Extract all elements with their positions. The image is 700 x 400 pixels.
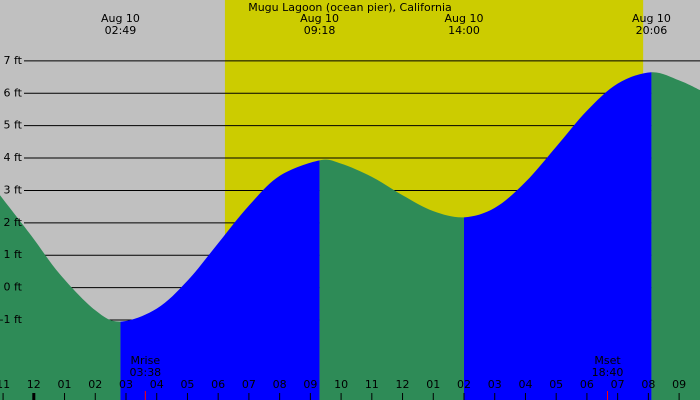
tide-area [120, 160, 320, 400]
x-tick-label: 01 [426, 378, 440, 391]
x-tick-label: 03 [488, 378, 502, 391]
x-tick-label: 09 [303, 378, 317, 391]
x-tick-label: 10 [334, 378, 348, 391]
x-tick-label: 03 [119, 378, 133, 391]
extreme-time: 09:18 [304, 24, 336, 37]
y-tick-label: 7 ft [4, 54, 23, 67]
extreme-time: 20:06 [636, 24, 668, 37]
extreme-time: 02:49 [105, 24, 137, 37]
x-tick-label: 04 [518, 378, 532, 391]
extreme-date: Aug 10 [101, 12, 140, 25]
extreme-date: Aug 10 [445, 12, 484, 25]
x-tick-label: 09 [672, 378, 686, 391]
y-tick-label: 5 ft [4, 119, 23, 132]
y-tick-label: -1 ft [0, 313, 23, 326]
tide-area [651, 72, 700, 400]
x-tick-label: 08 [641, 378, 655, 391]
x-tick-label: 11 [365, 378, 379, 391]
x-tick-label: 04 [150, 378, 164, 391]
moon-time: 03:38 [129, 366, 161, 379]
extreme-date: Aug 10 [300, 12, 339, 25]
chart-title: Mugu Lagoon (ocean pier), California [248, 1, 452, 14]
extreme-date: Aug 10 [632, 12, 671, 25]
moon-label: Mrise [131, 354, 161, 367]
x-tick-label: 07 [611, 378, 625, 391]
y-tick-label: 4 ft [4, 151, 23, 164]
y-tick-label: 0 ft [4, 281, 23, 294]
x-tick-label: 06 [211, 378, 225, 391]
x-tick-label: 05 [549, 378, 563, 391]
x-tick-label: 11 [0, 378, 10, 391]
moon-time: 18:40 [592, 366, 624, 379]
moon-label: Mset [594, 354, 621, 367]
y-tick-label: 6 ft [4, 86, 23, 99]
extreme-time: 14:00 [448, 24, 480, 37]
x-tick-label: 01 [58, 378, 72, 391]
y-tick-label: 1 ft [4, 248, 23, 261]
tide-area [464, 72, 652, 400]
tide-area [319, 159, 465, 400]
x-tick-label: 06 [580, 378, 594, 391]
x-tick-label: 08 [273, 378, 287, 391]
x-tick-label: 02 [457, 378, 471, 391]
x-tick-label: 05 [180, 378, 194, 391]
tide-area [0, 195, 121, 400]
y-tick-label: 2 ft [4, 216, 23, 229]
x-tick-label: 07 [242, 378, 256, 391]
x-tick-label: 02 [88, 378, 102, 391]
y-tick-label: 3 ft [4, 183, 23, 196]
x-tick-label: 12 [27, 378, 41, 391]
x-tick-label: 12 [396, 378, 410, 391]
